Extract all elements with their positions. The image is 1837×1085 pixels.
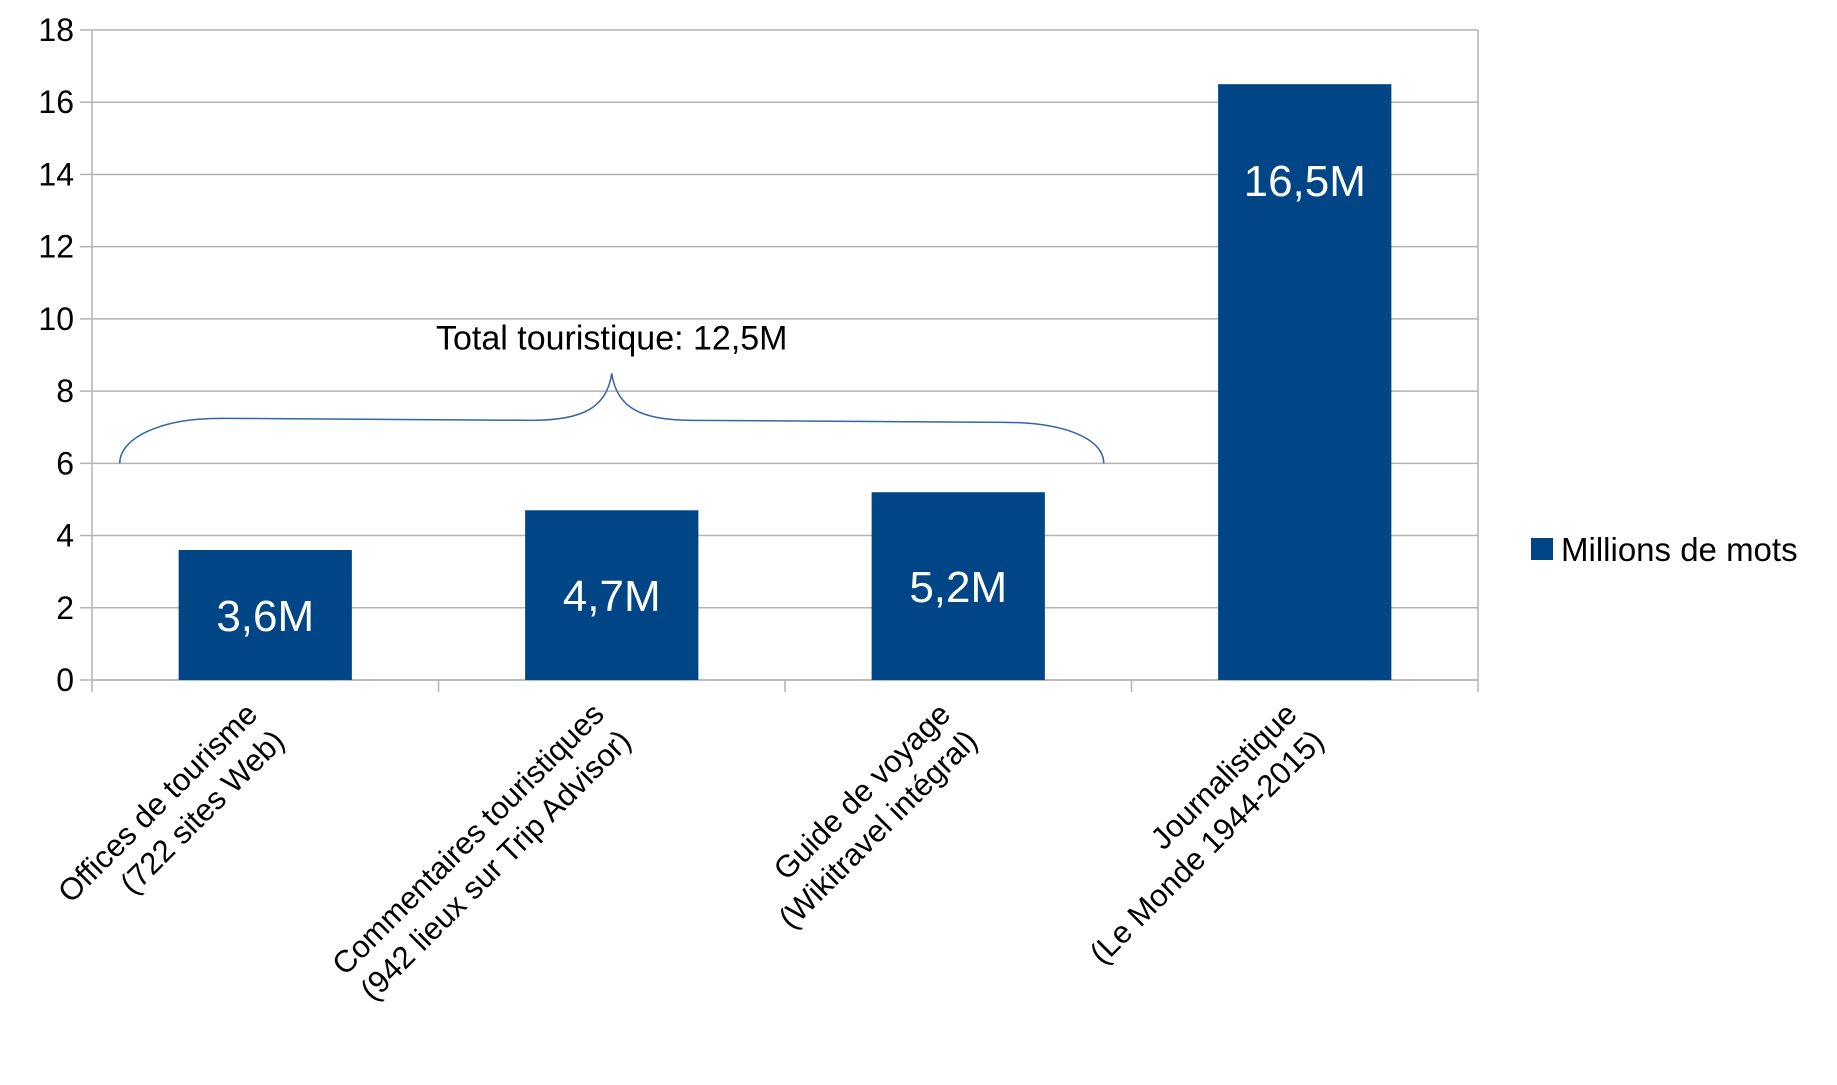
y-tick-label: 2 [56, 590, 74, 626]
x-category-labels: Offices de tourisme(722 sites Web) Commen… [51, 696, 1331, 1007]
y-tick-label: 12 [38, 229, 74, 265]
x-category-label: Offices de tourisme(722 sites Web) [51, 696, 291, 909]
y-tick-label: 16 [38, 84, 74, 120]
annotation-group: Total touristique: 12,5M [118, 319, 1105, 464]
x-category-label: Journalistique(Le Monde 1944-2015) [1083, 696, 1331, 971]
x-category-label-line: (Le Monde 1944-2015) [1083, 723, 1331, 971]
data-label: 3,6M [216, 592, 314, 641]
y-tick-label: 10 [38, 301, 74, 337]
bar [178, 550, 352, 680]
annotation-text: Total touristique: 12,5M [436, 319, 788, 357]
x-category-label: Guide de voyage(Wikitravel intégral) [767, 696, 984, 935]
y-tick-label: 0 [56, 662, 74, 698]
legend-label: Millions de mots [1561, 531, 1798, 568]
x-category-label: Commentaires touristiques(942 lieux sur … [325, 696, 637, 1007]
data-label: 4,7M [563, 572, 661, 621]
y-tick-label: 6 [56, 445, 74, 481]
data-label: 16,5M [1244, 157, 1366, 206]
bars [178, 84, 1392, 680]
y-tick-label: 14 [38, 156, 74, 192]
y-tick-label: 8 [56, 373, 74, 409]
bar [525, 510, 699, 680]
legend: Millions de mots [1531, 531, 1798, 568]
y-tick-label: 4 [56, 518, 74, 554]
y-tick-label: 18 [38, 12, 74, 48]
data-label: 5,2M [909, 563, 1007, 612]
x-category-label-line: (942 lieux sur Trip Advisor) [353, 723, 637, 1007]
bar [1218, 84, 1392, 680]
data-labels: 3,6M 4,7M 5,2M 16,5M [216, 157, 1366, 641]
legend-swatch [1531, 538, 1553, 560]
bar [871, 492, 1045, 680]
y-tick-labels: 0 2 4 6 8 10 12 14 16 18 [38, 12, 74, 698]
x-category-label-line: Commentaires touristiques [325, 696, 610, 981]
annotation-brace [118, 373, 1105, 464]
